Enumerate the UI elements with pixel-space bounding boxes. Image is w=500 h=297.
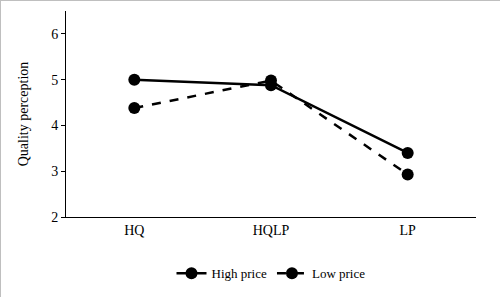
svg-text:4: 4 bbox=[51, 118, 58, 133]
svg-text:LP: LP bbox=[399, 223, 416, 238]
svg-text:3: 3 bbox=[51, 164, 58, 179]
svg-text:HQLP: HQLP bbox=[253, 223, 290, 238]
svg-text:2: 2 bbox=[51, 210, 58, 225]
svg-text:Low price: Low price bbox=[312, 266, 365, 281]
svg-text:5: 5 bbox=[51, 73, 58, 88]
svg-text:6: 6 bbox=[51, 27, 58, 42]
svg-text:Quality perception: Quality perception bbox=[16, 62, 31, 167]
svg-text:HQ: HQ bbox=[124, 223, 144, 238]
svg-text:High price: High price bbox=[212, 266, 267, 281]
